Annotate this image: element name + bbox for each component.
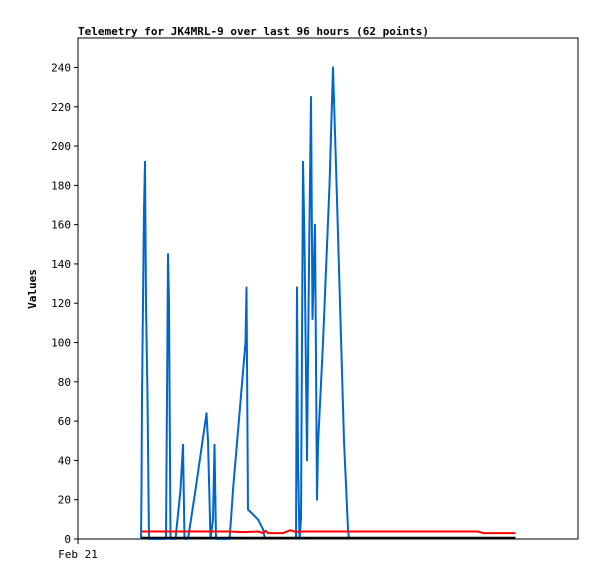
series-line-2 — [142, 529, 516, 535]
y-axis-label: Values — [26, 269, 39, 309]
y-tick-label-240: 240 — [51, 61, 71, 74]
y-tick-label-160: 160 — [51, 219, 71, 232]
series-line-0 — [140, 160, 266, 540]
y-tick-label-40: 40 — [58, 454, 71, 467]
series-layer — [140, 66, 516, 540]
y-tick-label-80: 80 — [58, 376, 71, 389]
y-tick-label-20: 20 — [58, 494, 71, 507]
y-tick-label-180: 180 — [51, 179, 71, 192]
y-tick-label-140: 140 — [51, 258, 71, 271]
y-tick-label-120: 120 — [51, 297, 71, 310]
x-axis-ticks: Feb 21 — [58, 539, 98, 561]
x-tick-label-0: Feb 21 — [58, 548, 98, 561]
y-tick-label-0: 0 — [64, 533, 71, 546]
chart-title: Telemetry for JK4MRL-9 over last 96 hour… — [78, 25, 429, 38]
y-tick-label-60: 60 — [58, 415, 71, 428]
y-axis-ticks: 0 20 40 60 80 100 120 140 160 180 200 220 240 — [51, 61, 78, 546]
plot-area-frame — [77, 37, 579, 540]
y-tick-label-220: 220 — [51, 101, 71, 114]
y-tick-label-200: 200 — [51, 140, 71, 153]
y-tick-label-100: 100 — [51, 337, 71, 350]
